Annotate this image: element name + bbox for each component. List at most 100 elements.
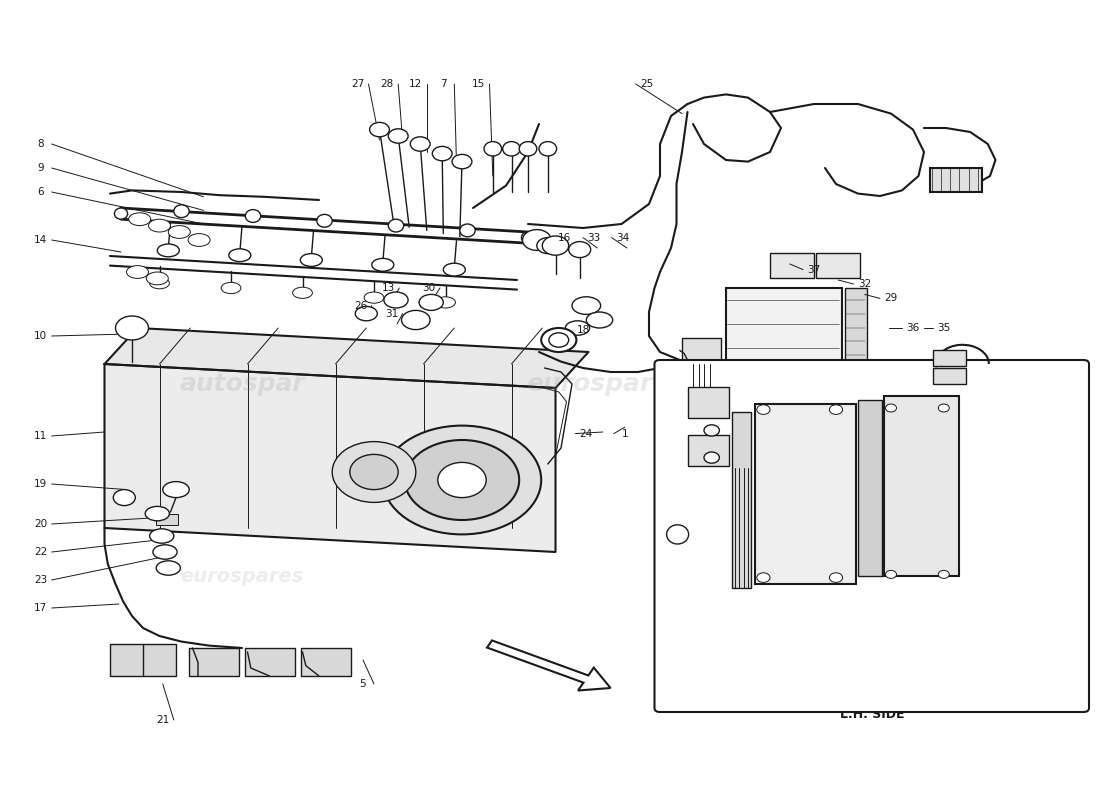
Ellipse shape xyxy=(757,573,770,582)
Ellipse shape xyxy=(388,219,404,232)
Text: 29: 29 xyxy=(912,371,925,381)
Text: eurospares: eurospares xyxy=(526,372,684,396)
Text: 14: 14 xyxy=(34,235,47,245)
Ellipse shape xyxy=(229,249,251,262)
Text: 13: 13 xyxy=(382,283,395,293)
Polygon shape xyxy=(104,364,556,552)
Text: 24: 24 xyxy=(580,429,593,438)
Ellipse shape xyxy=(372,258,394,271)
Ellipse shape xyxy=(704,452,719,463)
Ellipse shape xyxy=(157,244,179,257)
Text: L.H. SIDE: L.H. SIDE xyxy=(840,708,904,721)
Ellipse shape xyxy=(886,404,896,412)
Ellipse shape xyxy=(150,278,169,289)
Bar xyxy=(189,648,239,676)
Ellipse shape xyxy=(938,404,949,412)
Text: 17: 17 xyxy=(34,603,47,613)
Ellipse shape xyxy=(153,545,177,559)
Ellipse shape xyxy=(293,287,312,298)
Text: 12: 12 xyxy=(409,79,422,89)
Text: 29: 29 xyxy=(796,559,810,569)
Ellipse shape xyxy=(519,142,537,156)
Text: 1: 1 xyxy=(621,429,628,438)
Bar xyxy=(933,368,966,384)
Ellipse shape xyxy=(146,272,168,285)
Ellipse shape xyxy=(419,294,443,310)
Bar xyxy=(110,644,176,676)
Text: 29: 29 xyxy=(694,461,707,470)
Ellipse shape xyxy=(405,440,519,520)
Ellipse shape xyxy=(300,254,322,266)
Ellipse shape xyxy=(438,462,486,498)
Bar xyxy=(755,404,856,584)
Text: 32: 32 xyxy=(858,279,871,289)
Ellipse shape xyxy=(829,405,843,414)
Text: 32: 32 xyxy=(975,371,988,381)
Ellipse shape xyxy=(163,482,189,498)
Ellipse shape xyxy=(168,226,190,238)
Text: 15: 15 xyxy=(472,79,485,89)
Text: autospar: autospar xyxy=(179,372,305,396)
Ellipse shape xyxy=(938,570,949,578)
FancyBboxPatch shape xyxy=(654,360,1089,712)
Bar xyxy=(816,253,860,278)
Text: 11: 11 xyxy=(34,431,47,441)
Ellipse shape xyxy=(370,122,389,137)
Text: 36: 36 xyxy=(906,323,920,333)
Text: 27: 27 xyxy=(351,79,364,89)
Ellipse shape xyxy=(537,238,559,254)
Text: 29: 29 xyxy=(884,294,898,303)
Text: 28: 28 xyxy=(381,79,394,89)
Ellipse shape xyxy=(148,219,170,232)
Text: 6: 6 xyxy=(37,187,44,197)
Text: 23: 23 xyxy=(34,575,47,585)
Ellipse shape xyxy=(188,234,210,246)
Text: 22: 22 xyxy=(34,547,47,557)
Text: 10: 10 xyxy=(34,331,47,341)
Text: 32: 32 xyxy=(783,589,796,598)
Bar xyxy=(301,648,351,676)
Bar xyxy=(682,370,720,392)
Ellipse shape xyxy=(156,561,180,575)
Text: 37: 37 xyxy=(807,265,821,274)
Ellipse shape xyxy=(432,146,452,161)
Text: 5: 5 xyxy=(360,679,366,689)
Polygon shape xyxy=(104,328,588,388)
Ellipse shape xyxy=(503,142,520,156)
Text: 33: 33 xyxy=(587,233,601,242)
Ellipse shape xyxy=(704,425,719,436)
Text: 4: 4 xyxy=(754,381,760,390)
Text: 16: 16 xyxy=(558,233,571,242)
Text: LATO SX.: LATO SX. xyxy=(840,690,904,703)
Text: 4: 4 xyxy=(1053,589,1059,598)
Text: 38: 38 xyxy=(796,538,810,547)
Ellipse shape xyxy=(410,137,430,151)
Ellipse shape xyxy=(245,210,261,222)
Bar xyxy=(374,484,401,496)
Text: 25: 25 xyxy=(640,79,653,89)
Ellipse shape xyxy=(757,405,770,414)
Bar xyxy=(245,648,295,676)
Text: 31: 31 xyxy=(385,309,398,318)
Bar xyxy=(933,350,966,366)
Ellipse shape xyxy=(364,292,384,303)
Ellipse shape xyxy=(388,129,408,143)
Text: 15: 15 xyxy=(796,517,810,526)
Ellipse shape xyxy=(539,142,557,156)
Text: eurospares: eurospares xyxy=(180,566,304,586)
Text: 20: 20 xyxy=(34,519,47,529)
Ellipse shape xyxy=(452,154,472,169)
Text: 32: 32 xyxy=(694,419,707,429)
Text: 18: 18 xyxy=(576,325,590,334)
Ellipse shape xyxy=(484,142,502,156)
Ellipse shape xyxy=(355,306,377,321)
Ellipse shape xyxy=(569,242,591,258)
Ellipse shape xyxy=(113,490,135,506)
Bar xyxy=(682,338,720,360)
Ellipse shape xyxy=(221,282,241,294)
Text: 16: 16 xyxy=(673,589,686,598)
Ellipse shape xyxy=(145,506,169,521)
Bar xyxy=(156,514,178,525)
Text: 34: 34 xyxy=(616,233,629,242)
Bar xyxy=(930,168,982,192)
